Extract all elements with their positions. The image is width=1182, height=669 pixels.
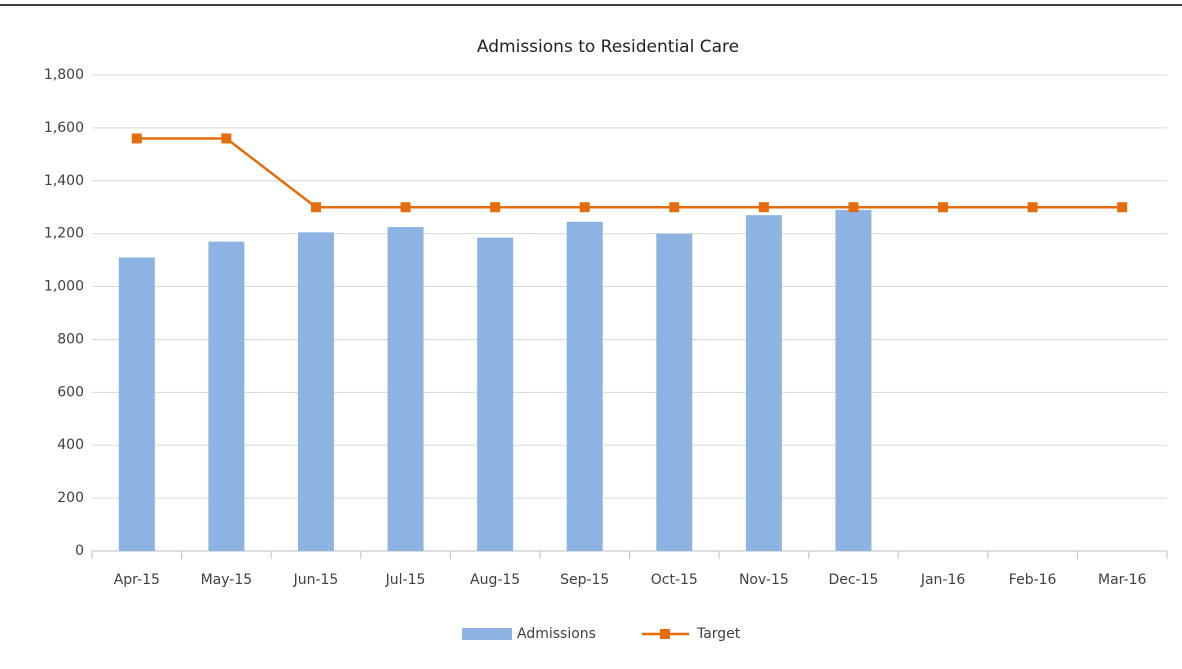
x-tick-label: May-15 <box>201 572 253 588</box>
marker <box>579 202 590 213</box>
y-tick-label: 400 <box>57 437 84 453</box>
y-tick-label: 800 <box>57 331 84 347</box>
bar <box>387 227 424 552</box>
bar <box>835 209 872 551</box>
marker <box>400 202 411 213</box>
x-tick-label: Jul-15 <box>385 572 426 588</box>
marker <box>848 202 859 213</box>
bar <box>118 257 155 551</box>
legend-marker <box>659 629 670 639</box>
y-tick-label: 1,600 <box>44 120 84 136</box>
x-tick-label: Sep-15 <box>560 572 609 588</box>
marker <box>221 133 232 144</box>
x-tick-label: Apr-15 <box>114 572 160 588</box>
marker <box>490 202 501 213</box>
x-tick-label: Mar-16 <box>1098 572 1146 588</box>
marker <box>131 133 142 144</box>
line <box>136 137 1123 209</box>
bar <box>208 241 245 551</box>
y-tick-label: 1,400 <box>44 173 84 189</box>
x-tick-label: Jan-16 <box>920 572 966 588</box>
y-tick-label: 1,800 <box>44 67 84 83</box>
bar <box>566 221 603 551</box>
legend-label: Admissions <box>517 626 596 642</box>
bar <box>745 215 782 551</box>
marker <box>938 202 949 213</box>
x-tick-label: Nov-15 <box>739 572 789 588</box>
y-tick-label: 0 <box>75 543 84 559</box>
x-tick-label: Aug-15 <box>470 572 520 588</box>
bar <box>477 237 514 551</box>
y-tick-label: 200 <box>57 490 84 506</box>
marker <box>758 202 769 213</box>
marker <box>1117 202 1128 213</box>
bar <box>297 232 334 551</box>
legend-swatch <box>462 628 512 640</box>
x-tick-label: Oct-15 <box>651 572 698 588</box>
x-tick-label: Dec-15 <box>828 572 878 588</box>
marker <box>1027 202 1038 213</box>
y-tick-label: 1,000 <box>44 279 84 295</box>
legend-label: Target <box>696 626 741 642</box>
x-tick-label: Jun-15 <box>293 572 339 588</box>
y-tick-label: 1,200 <box>44 226 84 242</box>
marker <box>310 202 321 213</box>
bar <box>656 233 693 551</box>
x-tick-label: Feb-16 <box>1009 572 1057 588</box>
marker <box>669 202 680 213</box>
chart-title: Admissions to Residential Care <box>477 37 739 57</box>
y-tick-label: 600 <box>57 384 84 400</box>
